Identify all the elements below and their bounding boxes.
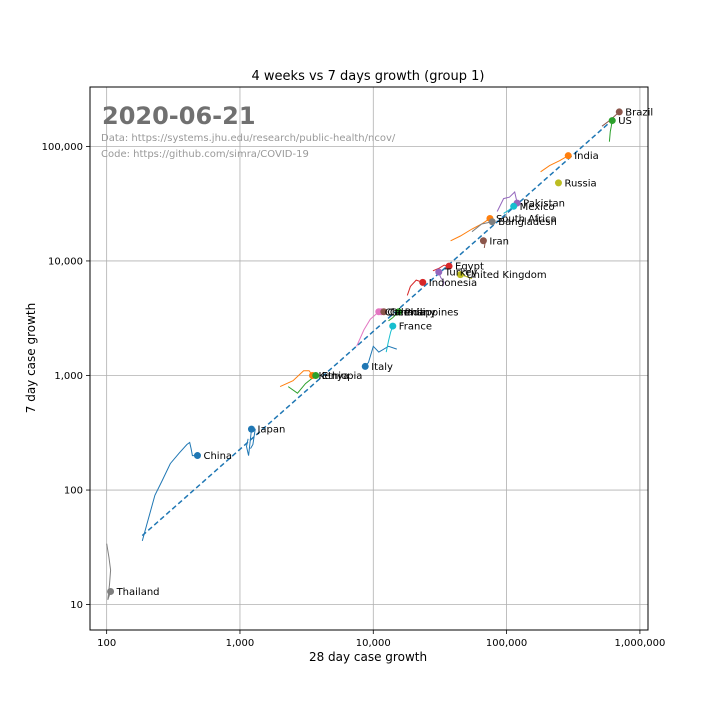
- chart-title: 4 weeks vs 7 days growth (group 1): [252, 69, 485, 84]
- point-label-thailand: Thailand: [116, 587, 160, 598]
- trails: [106, 111, 620, 600]
- point-label-india: India: [574, 151, 599, 162]
- point-label-brazil: Brazil: [625, 107, 653, 118]
- trail-france: [385, 325, 394, 353]
- x-axis-label: 28 day case growth: [309, 650, 427, 664]
- point-label-united-kingdom: United Kingdom: [466, 270, 546, 281]
- point-germany: [380, 308, 388, 316]
- trail-bangladesh: [471, 221, 493, 233]
- x-tick-label: 100: [97, 638, 116, 649]
- point-united-kingdom: [456, 271, 464, 279]
- point-philippines: [395, 308, 403, 316]
- x-axis-ticks: 100 1,000 10,000 100,000 1,000,000: [97, 630, 665, 649]
- point-indonesia: [419, 278, 427, 286]
- point-label-pakistan: Pakistan: [523, 199, 565, 210]
- trail-china: [141, 441, 198, 542]
- trail-pakistan: [496, 191, 518, 212]
- point-label-china: China: [203, 451, 232, 462]
- y-tick-label: 10,000: [48, 256, 83, 267]
- point-japan: [247, 425, 255, 433]
- point-russia: [554, 179, 562, 187]
- point-iran: [479, 237, 487, 245]
- point-label-us: US: [618, 116, 632, 127]
- x-tick-label: 1,000: [226, 638, 255, 649]
- trail-chile: [356, 311, 380, 347]
- trail-south-africa: [450, 217, 491, 242]
- data-points: [107, 108, 623, 596]
- point-italy: [361, 362, 369, 370]
- trail-india: [540, 155, 569, 173]
- date-annotation: 2020-06-21: [102, 102, 256, 130]
- point-label-italy: Italy: [371, 362, 393, 373]
- trend-line: [141, 117, 615, 537]
- y-axis-label: 7 day case growth: [24, 303, 38, 414]
- point-label-chile: Chile: [385, 307, 410, 318]
- trail-kenya: [279, 370, 313, 388]
- point-india: [564, 152, 572, 160]
- x-tick-label: 100,000: [486, 638, 527, 649]
- trail-thailand: [106, 543, 112, 600]
- trail-italy: [364, 345, 397, 367]
- point-thailand: [107, 588, 115, 596]
- point-label-ethiopia: Ethiopia: [322, 371, 363, 382]
- point-label-iran: Iran: [489, 236, 509, 247]
- y-tick-label: 100,000: [42, 142, 83, 153]
- point-label-mexico: Mexico: [520, 202, 555, 213]
- point-label-japan: Japan: [256, 425, 285, 436]
- data-source-annotation: Data: https://systems.jhu.edu/research/p…: [101, 133, 396, 144]
- point-bangladesh: [488, 218, 496, 226]
- point-brazil: [615, 108, 623, 116]
- plot-frame: [89, 86, 649, 631]
- point-label-kenya: Kenya: [319, 371, 350, 382]
- point-ethiopia: [312, 371, 320, 379]
- y-tick-label: 10: [70, 600, 83, 611]
- point-label-russia: Russia: [564, 178, 596, 189]
- point-china: [193, 452, 201, 460]
- y-tick-label: 100: [64, 486, 83, 497]
- point-egypt: [445, 262, 453, 270]
- grid: [90, 87, 648, 630]
- point-label-south-africa: South Africa: [496, 214, 557, 225]
- point-label-turkey: Turkey: [444, 268, 478, 279]
- x-tick-label: 1,000,000: [614, 638, 665, 649]
- point-label-bangladesh: Bangladesh: [498, 217, 557, 228]
- point-mexico: [510, 202, 518, 210]
- point-label-philippines: Philippines: [405, 307, 459, 318]
- point-label-indonesia: Indonesia: [429, 278, 477, 289]
- point-label-canada: Canada: [387, 307, 425, 318]
- x-tick-label: 10,000: [356, 638, 391, 649]
- point-label-france: France: [399, 322, 432, 333]
- point-label-germany: Germany: [390, 307, 436, 318]
- point-us: [608, 117, 616, 125]
- point-turkey: [435, 268, 443, 276]
- point-france: [389, 322, 397, 330]
- y-axis-ticks: 10 100 1,000 10,000 100,000: [42, 142, 90, 611]
- y-tick-label: 1,000: [54, 371, 83, 382]
- point-label-egypt: Egypt: [455, 262, 484, 273]
- code-source-annotation: Code: https://github.com/simra/COVID-19: [101, 149, 309, 160]
